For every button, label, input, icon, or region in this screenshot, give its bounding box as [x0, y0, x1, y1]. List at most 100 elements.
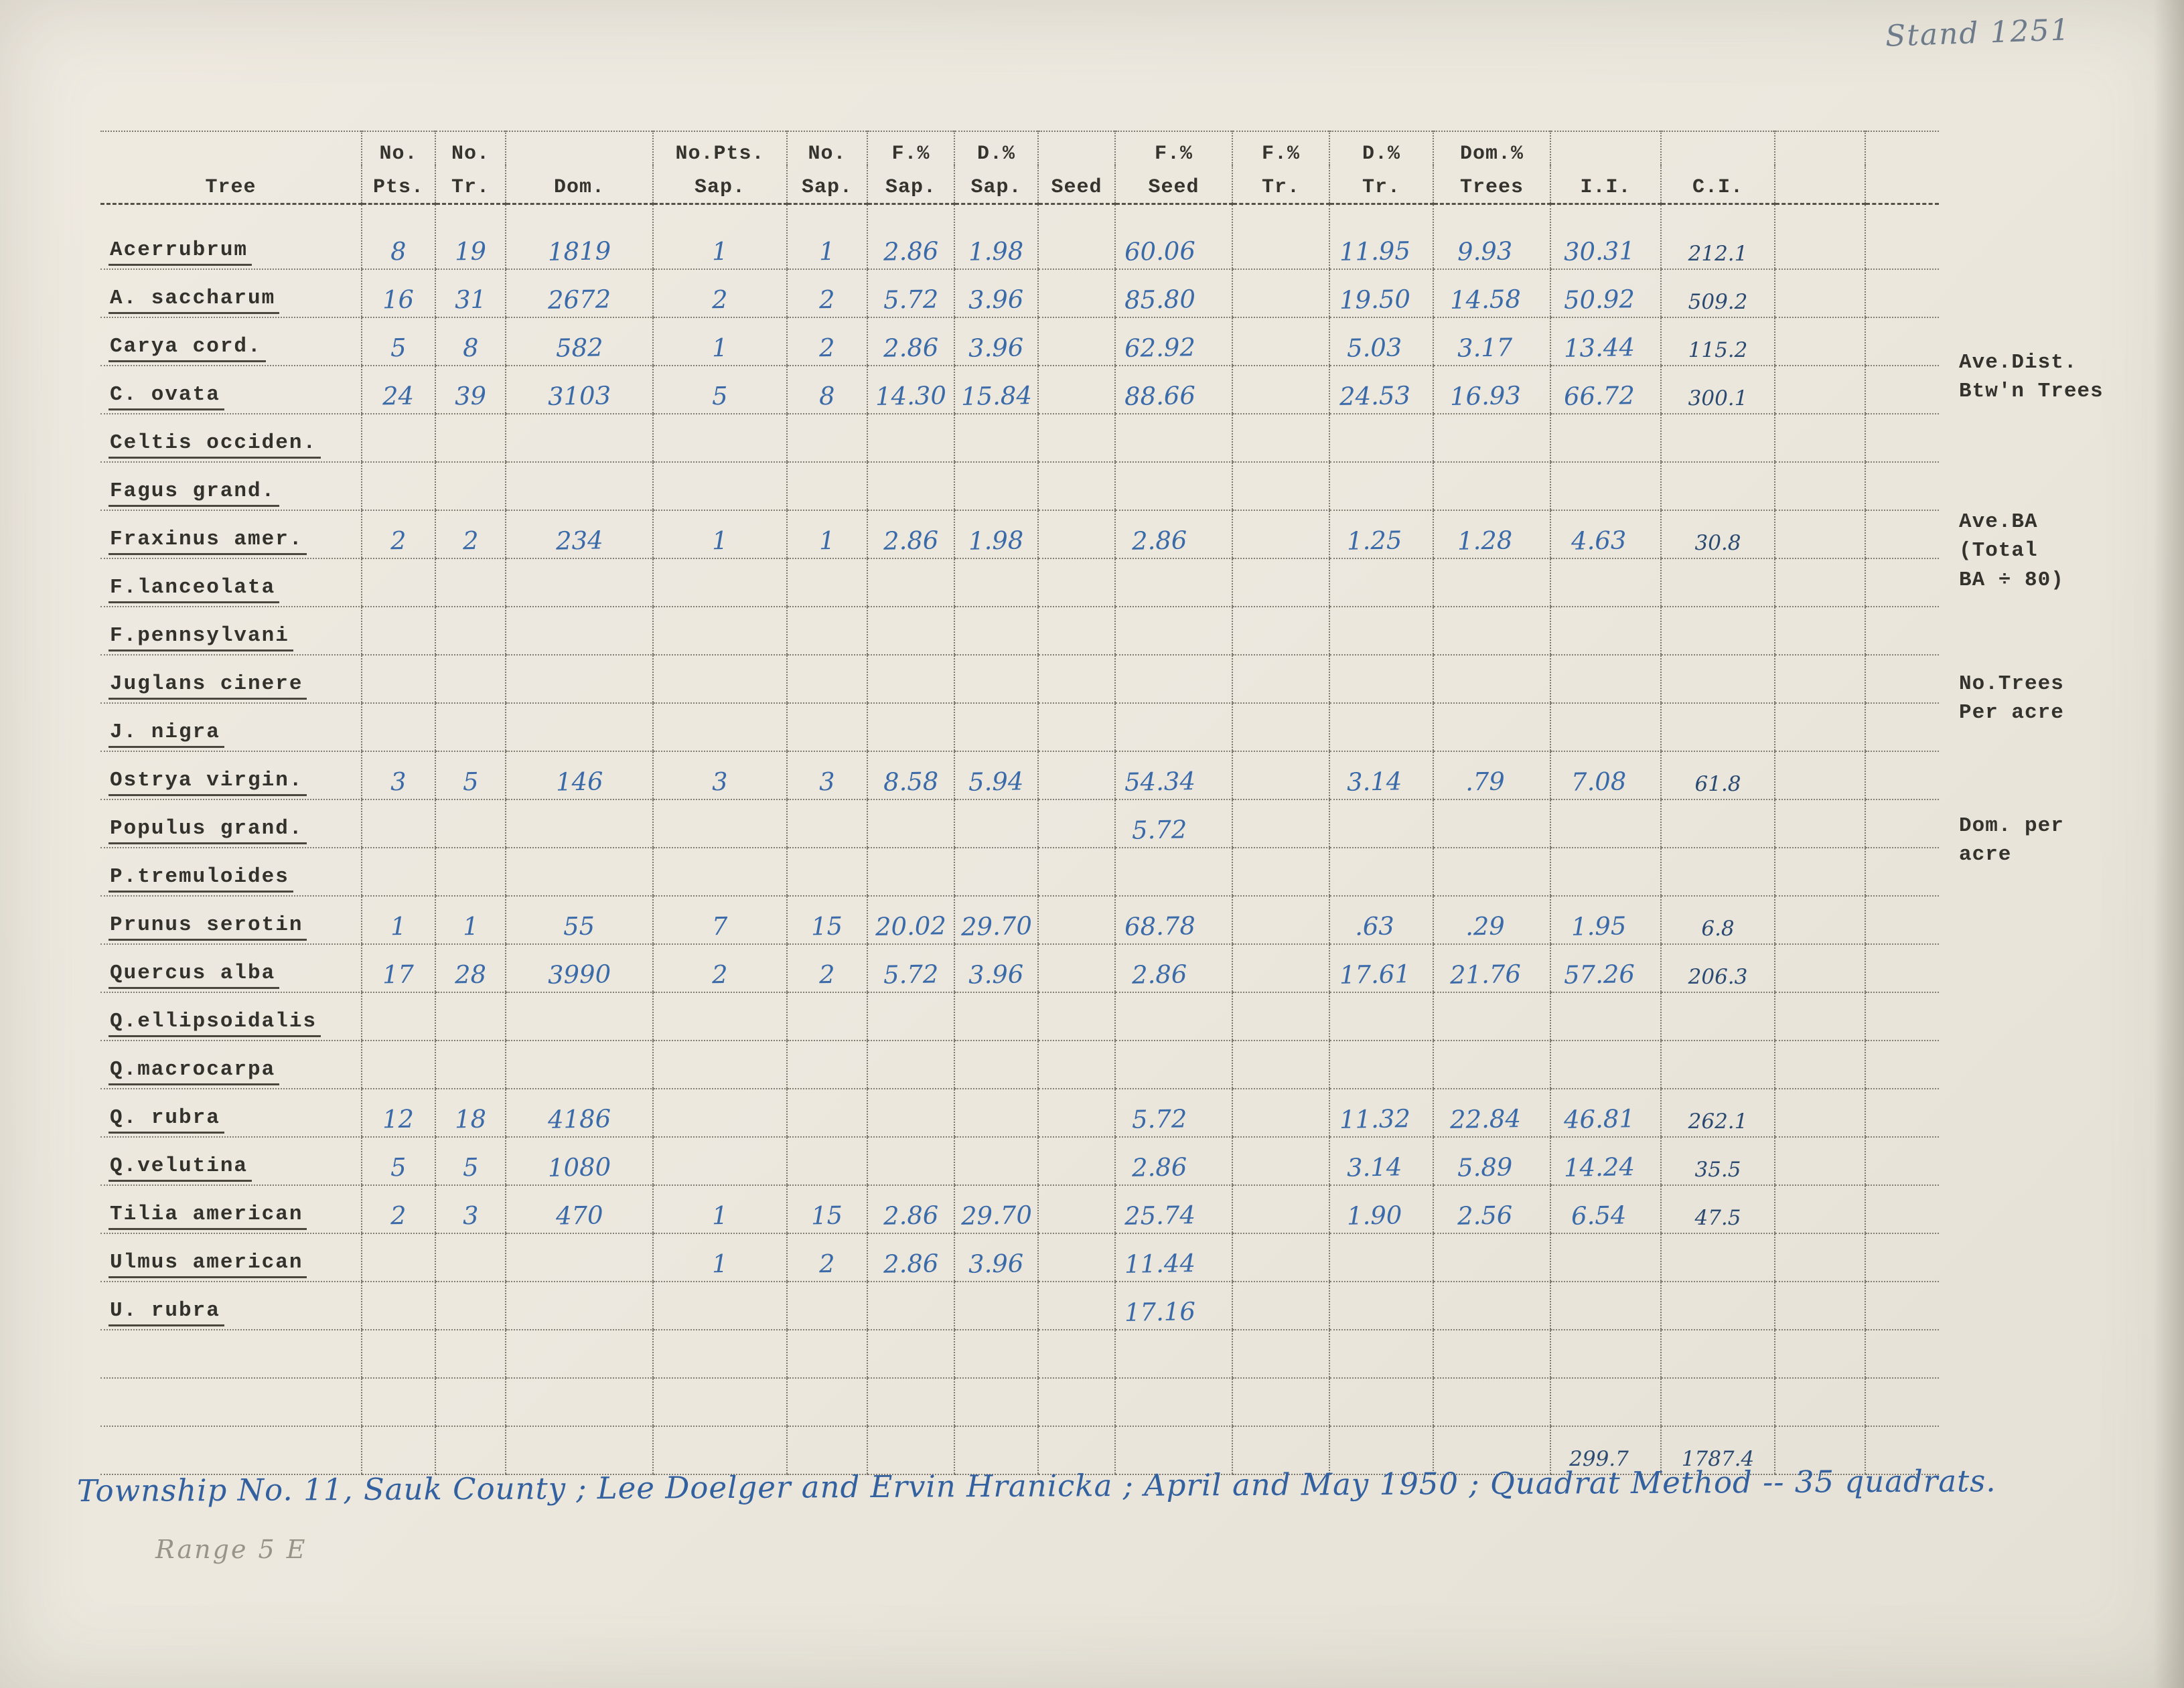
value-cell-no_pts_sap — [652, 1330, 787, 1379]
value-cell-f_pct_seed — [1114, 462, 1232, 511]
value-cell-ii: 6.54 — [1550, 1185, 1661, 1234]
value-cell-blank1 — [1774, 269, 1865, 318]
value-cell-seed — [1037, 1426, 1115, 1475]
handwritten-value: 3 — [818, 767, 836, 797]
handwritten-value: 3.96 — [968, 333, 1025, 363]
tree-name-cell: Q. rubra — [100, 1089, 362, 1138]
table-row: Acerrubrum 8 19 1819 1 1 2.86 1.98 60.06 11.95 9.9… — [100, 204, 1939, 270]
value-cell-f_pct_sap — [867, 1089, 954, 1138]
value-cell-dom_pct_trees — [1433, 992, 1550, 1041]
value-cell-no_sap — [786, 414, 867, 463]
col-header-f_pct_tr: Tr. — [1232, 165, 1329, 205]
value-cell-f_pct_tr — [1232, 607, 1329, 656]
value-cell-f_pct_seed — [1114, 1378, 1232, 1427]
handwritten-value: 11.32 — [1339, 1104, 1410, 1134]
handwritten-value: 11.44 — [1124, 1249, 1195, 1279]
value-cell-d_pct_sap — [954, 1378, 1038, 1427]
value-cell-blank2 — [1865, 1426, 1939, 1475]
value-cell-ii — [1550, 1282, 1661, 1330]
handwritten-value: 14.30 — [875, 381, 947, 411]
value-cell-ci: 300.1 — [1660, 366, 1775, 414]
value-cell-no_pts: 1 — [361, 896, 435, 945]
value-cell-f_pct_tr — [1232, 317, 1329, 366]
tree-name-cell: Prunus serotin — [100, 896, 362, 945]
value-cell-f_pct_tr — [1232, 269, 1329, 318]
handwritten-value: 5 — [462, 1152, 479, 1182]
value-cell-no_pts: 5 — [361, 1137, 435, 1186]
value-cell-f_pct_sap — [867, 848, 954, 897]
value-cell-f_pct_seed: 85.80 — [1114, 269, 1232, 318]
value-cell-no_tr — [435, 1282, 506, 1330]
handwritten-value: 4.63 — [1571, 526, 1627, 556]
col-header-f_pct_seed: Seed — [1114, 165, 1232, 205]
value-cell-dom_pct_trees — [1433, 1041, 1550, 1089]
value-cell-f_pct_seed: 68.78 — [1114, 896, 1232, 945]
tree-name-cell: Ostrya virgin. — [100, 751, 362, 800]
tree-name-cell: Fraxinus amer. — [100, 510, 362, 559]
value-cell-f_pct_sap: 14.30 — [867, 366, 954, 414]
value-cell-d_pct_sap — [954, 799, 1038, 848]
value-cell-f_pct_tr — [1232, 896, 1329, 945]
value-cell-f_pct_seed — [1114, 607, 1232, 656]
value-cell-d_pct_tr — [1329, 607, 1433, 656]
margin-note-line: Ave.BA — [1959, 510, 2038, 534]
value-cell-no_pts — [361, 655, 435, 704]
value-cell-f_pct_tr — [1232, 848, 1329, 897]
value-cell-dom — [505, 414, 653, 463]
value-cell-ci: 1787.4 — [1660, 1426, 1775, 1475]
value-cell-dom — [505, 848, 653, 897]
col-header-top-ci — [1660, 131, 1775, 165]
handwritten-value: 1.90 — [1346, 1201, 1403, 1231]
tree-name-cell: Acerrubrum — [100, 204, 362, 270]
value-cell-no_sap: 15 — [786, 1185, 867, 1234]
col-header-ii: I.I. — [1550, 165, 1661, 205]
value-cell-d_pct_tr: 3.14 — [1329, 751, 1433, 800]
value-cell-dom_pct_trees: 2.56 — [1433, 1185, 1550, 1234]
value-cell-blank2 — [1865, 799, 1939, 848]
value-cell-dom: 1819 — [505, 204, 653, 270]
value-cell-seed — [1037, 896, 1115, 945]
value-cell-blank2 — [1865, 1185, 1939, 1234]
handwritten-value: 206.3 — [1688, 965, 1748, 989]
value-cell-seed — [1037, 799, 1115, 848]
value-cell-f_pct_tr — [1232, 1185, 1329, 1234]
value-cell-f_pct_sap — [867, 799, 954, 848]
table-row: C. ovata 24 39 3103 5 8 14.30 15.84 88.66 24.53 16… — [100, 366, 1939, 414]
value-cell-f_pct_seed: 17.16 — [1114, 1282, 1232, 1330]
value-cell-no_sap — [786, 992, 867, 1041]
value-cell-d_pct_tr: 11.95 — [1329, 204, 1433, 270]
table-row: F.lanceolata — [100, 558, 1939, 607]
value-cell-dom_pct_trees — [1433, 1330, 1550, 1379]
handwritten-value: 3.96 — [968, 960, 1025, 990]
value-cell-seed — [1037, 1041, 1115, 1089]
col-header-top-seed — [1037, 131, 1115, 165]
handwritten-value: 4186 — [547, 1104, 611, 1134]
value-cell-no_pts_sap — [652, 655, 787, 704]
value-cell-no_pts_sap — [652, 462, 787, 511]
value-cell-no_pts_sap: 1 — [652, 204, 787, 270]
col-header-blank2 — [1865, 165, 1939, 205]
value-cell-no_sap — [786, 607, 867, 656]
margin-note-line: Per acre — [1959, 701, 2064, 725]
value-cell-blank1 — [1774, 1041, 1865, 1089]
totals-row: 299.7 1787.4 — [100, 1426, 1939, 1475]
value-cell-blank1 — [1774, 1378, 1865, 1427]
value-cell-blank1 — [1774, 317, 1865, 366]
value-cell-dom_pct_trees — [1433, 1233, 1550, 1282]
handwritten-value: .29 — [1465, 911, 1506, 941]
handwritten-value: 2 — [818, 1249, 836, 1279]
value-cell-ci — [1660, 799, 1775, 848]
value-cell-f_pct_tr — [1232, 462, 1329, 511]
value-cell-no_tr — [435, 848, 506, 897]
handwritten-value: 17.61 — [1339, 960, 1410, 990]
handwritten-value: 22.84 — [1449, 1104, 1521, 1134]
value-cell-no_pts_sap: 1 — [652, 510, 787, 559]
value-cell-seed — [1037, 751, 1115, 800]
handwritten-value: 5 — [462, 767, 479, 797]
value-cell-ci: 61.8 — [1660, 751, 1775, 800]
table-row: Fagus grand. — [100, 462, 1939, 511]
value-cell-ci: 6.8 — [1660, 896, 1775, 945]
tree-name: Populus grand. — [108, 817, 307, 844]
value-cell-d_pct_sap — [954, 1282, 1038, 1330]
handwritten-value: 16 — [382, 285, 415, 315]
